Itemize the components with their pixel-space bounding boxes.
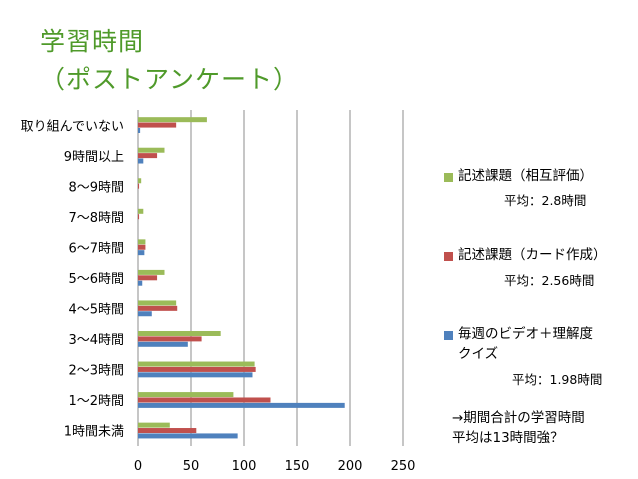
y-tick-label: 8～9時間 [68,180,124,195]
bar [138,300,177,306]
legend-label-peer-review: 記述課題（相互評価） [458,166,593,186]
bar [138,280,143,286]
legend-label-text-line2: クイズ [458,346,499,362]
bar [138,244,146,250]
bar [138,330,221,336]
x-tick-label: 100 [232,459,257,474]
x-tick-label: 50 [183,459,200,474]
bar [138,402,345,408]
bar [138,178,142,184]
bar [138,269,165,275]
bar [138,336,202,342]
legend-avg-peer-review: 平均：2.8時間 [504,193,587,208]
y-tick-label: 5～6時間 [68,272,124,287]
bar [138,117,207,123]
bar [138,366,256,372]
y-tick-label: 4～5時間 [68,303,124,318]
note-line-2: 平均は13時間強？ [452,430,564,446]
bar [138,392,234,398]
bar [138,275,158,281]
bar [138,397,271,403]
legend-label-video-quiz: 毎週のビデオ＋理解度 クイズ [458,324,593,364]
bar [138,428,197,434]
y-tick-label: 3～4時間 [68,333,124,348]
y-tick-label: 1～2時間 [68,394,124,409]
y-tick-label: 2～3時間 [68,364,124,379]
x-tick-label: 150 [285,459,310,474]
legend-label-card-creation: 記述課題（カード作成） [458,245,607,265]
x-tick-label: 200 [338,459,363,474]
legend-swatch-video-quiz [444,331,453,340]
legend-label-text: 毎週のビデオ＋理解度 [458,326,593,342]
bar [138,361,255,367]
legend-swatch-card-creation [444,252,453,261]
legend-avg-video-quiz: 平均：1.98時間 [512,372,603,387]
legend-avg-card-creation: 平均：2.56時間 [504,273,595,288]
y-tick-label: 6～7時間 [68,241,124,256]
bar [138,341,188,347]
x-tick-label: 0 [134,459,142,474]
legend-label-text: 記述課題（カード作成） [458,247,607,263]
legend-label-text: 記述課題（相互評価） [458,168,593,184]
bar [138,158,144,164]
bar [138,239,146,245]
bar [138,127,141,133]
bar [138,214,140,220]
y-tick-label: 1時間未満 [64,425,124,440]
legend-swatch-peer-review [444,173,453,182]
bar [138,250,145,256]
y-tick-label: 7～8時間 [68,211,124,226]
bar [138,372,253,378]
chart-title: 学習時間 [40,27,145,56]
chart-subtitle: （ポストアンケート） [40,65,300,94]
y-tick-label: 取り組んでいない [21,119,124,134]
bar [138,153,158,159]
bar [138,311,152,317]
summary-note: →期間合計の学習時間 平均は13時間強？ [452,408,585,448]
bar [138,147,165,153]
bar [138,122,177,128]
bar [138,422,170,428]
x-tick-label: 250 [391,459,416,474]
bar [138,183,140,189]
bar [138,433,238,439]
bar [138,305,178,311]
bar [138,208,144,214]
y-tick-label: 9時間以上 [64,150,124,165]
note-line-1: →期間合計の学習時間 [452,410,585,426]
